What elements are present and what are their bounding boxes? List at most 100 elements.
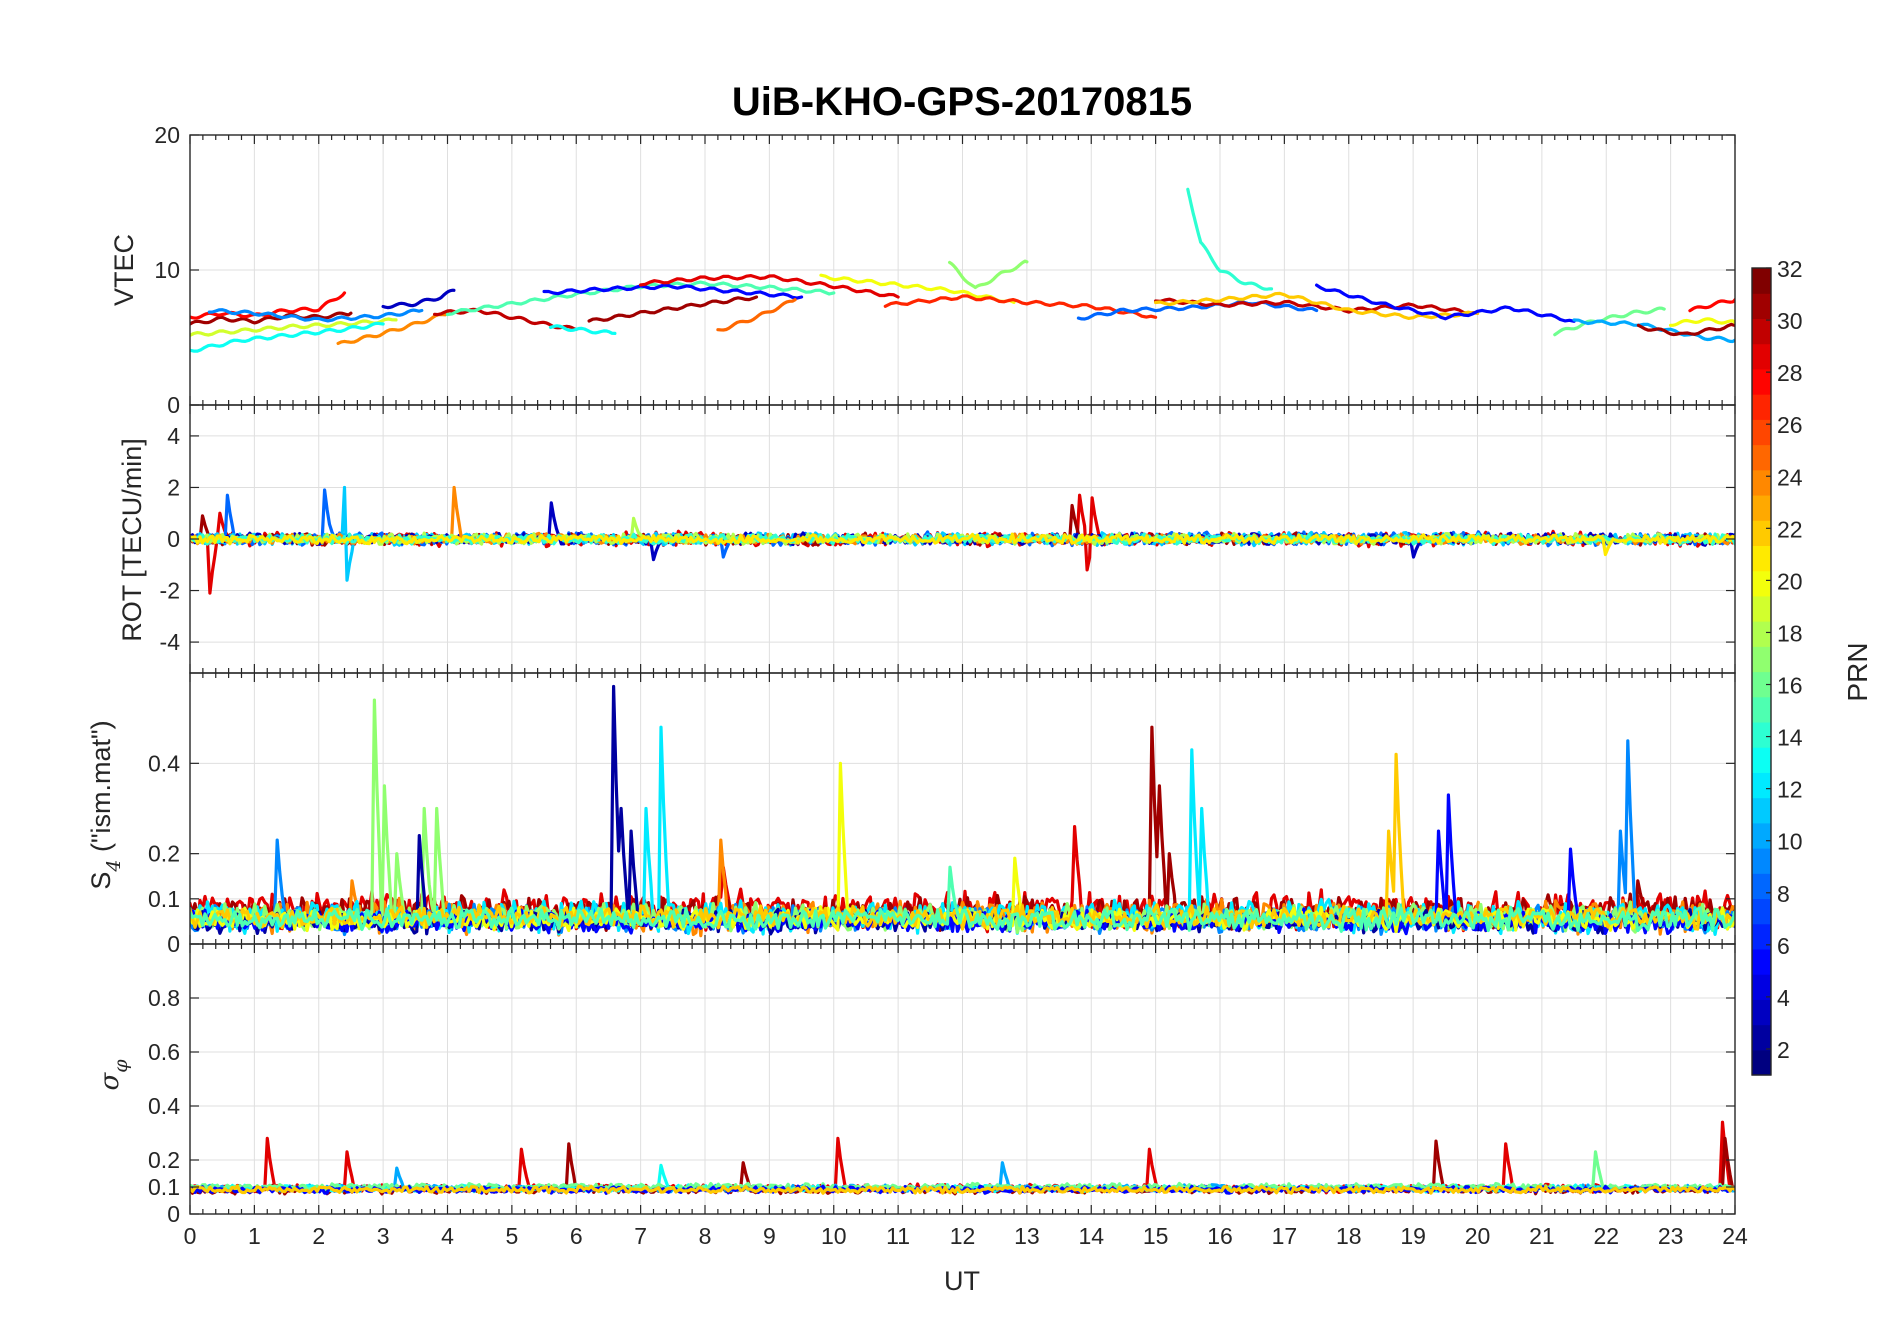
x-axis-label: UT — [944, 1266, 980, 1296]
panel-s4: 0 0.1 0.2 0.4 — [148, 672, 1736, 957]
vtec-series-prn-31 — [190, 311, 353, 326]
vtec-series-prn-31 — [1636, 322, 1735, 337]
vtec-ylabel: VTEC — [109, 234, 139, 306]
colorbar-tick-label: 16 — [1777, 673, 1803, 699]
colorbar-tick-label: 32 — [1777, 256, 1803, 282]
colorbar-tick-label: 4 — [1777, 985, 1790, 1011]
colorbar-tick-label: 10 — [1777, 829, 1803, 855]
colorbar-step — [1752, 848, 1771, 874]
colorbar-tick-label: 2 — [1777, 1037, 1790, 1063]
vtec-series-prn-8 — [1076, 300, 1319, 321]
s4-series-prn-15 — [190, 865, 1735, 933]
s4-ytick-label: 0 — [167, 931, 180, 957]
vtec-series-prn-3 — [381, 288, 456, 310]
rot-ytick-label: 0 — [167, 526, 180, 552]
s4-ylabel: S4 ("ism.mat") — [86, 720, 125, 889]
panel-sigphi: 00.10.2 0.4 0.6 0.8 — [148, 943, 1736, 1227]
chart-title: UiB-KHO-GPS-20170815 — [732, 80, 1192, 124]
colorbar-tick-label: 24 — [1777, 464, 1803, 490]
vtec-series-prn-9 — [207, 308, 424, 323]
vtec-series-prn-19 — [190, 317, 398, 337]
x-tick-label: 0 — [184, 1223, 197, 1249]
vtec-series-prn-30 — [1154, 297, 1480, 316]
rot-ytick-label: 2 — [167, 474, 180, 500]
colorbar-tick-label: 30 — [1777, 308, 1803, 334]
x-tick-label: 2 — [312, 1223, 325, 1249]
colorbar-step — [1752, 696, 1771, 723]
colorbar-frame — [1751, 267, 1772, 1076]
x-tick-label: 5 — [505, 1223, 518, 1249]
colorbar-step — [1752, 469, 1771, 496]
vtec-series-prn-25 — [716, 298, 797, 332]
colorbar-tick-label: 8 — [1777, 881, 1790, 907]
colorbar-step — [1752, 318, 1771, 345]
vtec-series-prn-5 — [542, 283, 804, 300]
vtec-series-prn-20 — [1669, 317, 1735, 327]
colorbar-step — [1752, 368, 1771, 395]
vtec-series-prn-27 — [883, 294, 1158, 319]
colorbar-tick-label: 26 — [1777, 412, 1803, 438]
colorbar-step — [1752, 570, 1771, 597]
vtec-traces — [190, 187, 1735, 353]
rot-ytick-label: 4 — [167, 423, 180, 449]
x-tick-label: 19 — [1400, 1223, 1426, 1249]
x-tick-label: 7 — [634, 1223, 647, 1249]
colorbar-step — [1752, 873, 1771, 900]
s4-ylabel-sub: 4 — [103, 860, 125, 873]
vtec-series-prn-15 — [445, 280, 836, 317]
sigphi-ylabel: σφ — [95, 1059, 132, 1091]
sigphi-ylabel-sub: φ — [110, 1059, 132, 1073]
x-tick-label: 20 — [1465, 1223, 1491, 1249]
panel-rot: -4 -2 0 2 4 — [160, 404, 1736, 674]
colorbar-step — [1752, 595, 1771, 622]
colorbar-step — [1752, 419, 1771, 446]
colorbar-step — [1752, 545, 1771, 572]
sigphi-traces — [190, 1120, 1735, 1196]
vtec-series-prn-17 — [948, 259, 1029, 290]
colorbar-tick-label: 22 — [1777, 516, 1803, 542]
colorbar-step — [1752, 1049, 1771, 1076]
x-tick-labels: 0 1 2 3 4 5 6 7 8 9 10 11 12 13 14 15 16 17 18 19 20 21 22 23 24 — [184, 1223, 1748, 1249]
s4-ytick-label: 0.1 — [148, 886, 180, 912]
colorbar-step — [1752, 923, 1771, 950]
x-tick-label: 18 — [1336, 1223, 1362, 1249]
vtec-series-prn-24 — [336, 311, 450, 345]
vtec-ytick-label: 20 — [154, 122, 180, 148]
vtec-series-prn-20 — [819, 273, 1016, 304]
vtec-series-prn-10 — [1572, 318, 1735, 344]
colorbar-step — [1752, 772, 1771, 799]
x-tick-label: 9 — [763, 1223, 776, 1249]
panel-vtec: 0 10 20 — [154, 122, 1736, 418]
s4-traces — [190, 684, 1735, 938]
colorbar-step — [1752, 822, 1771, 849]
x-tick-label: 8 — [699, 1223, 712, 1249]
x-tick-label: 1 — [248, 1223, 261, 1249]
sigphi-ytick-label: 0 — [167, 1201, 180, 1227]
x-tick-label: 3 — [377, 1223, 390, 1249]
s4-ytick-label: 0.4 — [148, 750, 180, 776]
vtec-series-prn-29 — [639, 274, 900, 299]
colorbar-step — [1752, 999, 1771, 1026]
x-tick-label: 24 — [1722, 1223, 1748, 1249]
colorbar-tick-label: 12 — [1777, 777, 1803, 803]
rot-traces — [190, 485, 1735, 595]
colorbar-step — [1752, 948, 1771, 975]
vtec-series-prn-13 — [190, 321, 385, 353]
x-tick-label: 12 — [950, 1223, 976, 1249]
vtec-series-prn-5 — [1315, 283, 1576, 323]
vtec-series-prn-28 — [1688, 298, 1735, 313]
colorbar-step — [1752, 1024, 1771, 1051]
sigphi-ylabel-main: σ — [95, 1072, 125, 1091]
rot-ytick-label: -2 — [160, 578, 180, 604]
vtec-series-prn-22 — [1154, 291, 1480, 320]
colorbar-step — [1752, 394, 1771, 420]
colorbar-step — [1752, 646, 1771, 673]
x-tick-label: 10 — [821, 1223, 847, 1249]
colorbar-tick-label: 28 — [1777, 360, 1803, 386]
colorbar-step — [1752, 797, 1771, 824]
colorbar-step — [1752, 444, 1771, 471]
x-tick-label: 11 — [886, 1223, 910, 1249]
